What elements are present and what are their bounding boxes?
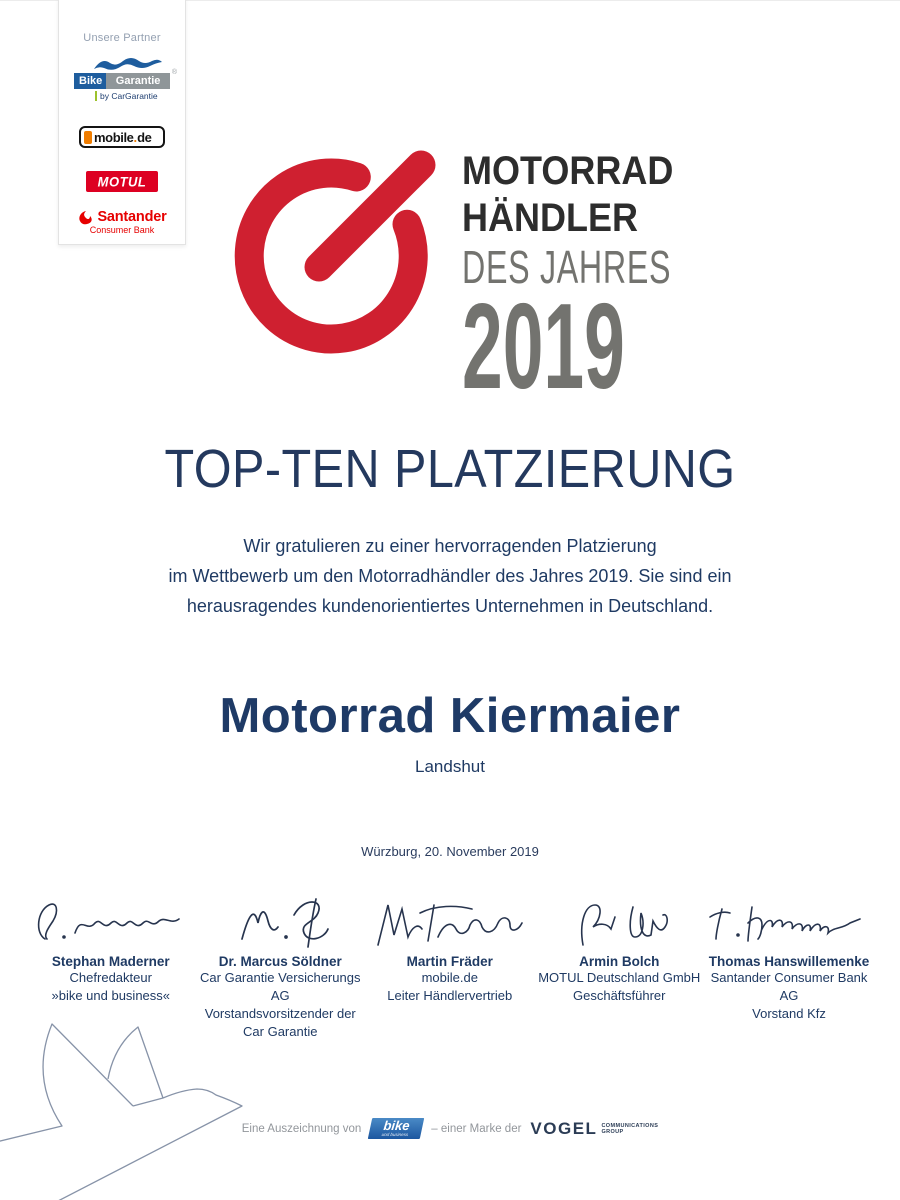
- bike-garantie-word1: Bike: [74, 73, 107, 89]
- message-line-1: Wir gratulieren zu einer hervorragenden …: [243, 536, 657, 556]
- recipient-location: Landshut: [415, 757, 485, 776]
- mobile-word: mobile: [94, 129, 134, 145]
- award-logo: MOTORRAD HÄNDLER DES JAHRES 2019: [233, 144, 761, 414]
- santander-name: Santander: [97, 209, 167, 225]
- bike-logo-word: bike: [383, 1117, 411, 1133]
- logo-line-motorrad: MOTORRAD: [462, 149, 674, 193]
- motul-logo: MOTUL: [86, 171, 158, 192]
- logo-line-des-jahres: DES JAHRES: [462, 241, 672, 293]
- partner-sidebar: Unsere Partner Bike Garantie ® by CarGara…: [58, 0, 186, 245]
- bike-und-business-logo: bike und business: [368, 1117, 425, 1139]
- award-logo-text: MOTORRAD HÄNDLER DES JAHRES 2019: [462, 148, 761, 414]
- vogel-sub-2: GROUP: [601, 1128, 624, 1135]
- logo-line-haendler: HÄNDLER: [462, 196, 638, 240]
- motul-label: MOTUL: [97, 173, 147, 190]
- santander-logo: Santander Consumer Bank: [59, 209, 185, 235]
- signature-fraeder-icon: [376, 904, 523, 946]
- signatory-maderner: Stephan Maderner Chefredakteur »bike und…: [26, 893, 196, 1041]
- certificate-title: TOP-TEN PLATZIERUNG: [164, 439, 736, 499]
- bike-garantie-logo: Bike Garantie ® by CarGarantie: [74, 55, 177, 101]
- mobile-de-logo: mobile. de: [79, 126, 165, 148]
- registered-mark: ®: [171, 69, 177, 76]
- signatory-bolch: Armin Bolch MOTUL Deutschland GmbH Gesch…: [535, 893, 705, 1041]
- power-circle-icon: [234, 150, 436, 354]
- signatory-fraeder: Martin Fräder mobile.de Leiter Händlerve…: [365, 893, 535, 1041]
- bike-garantie-swoosh-icon: [94, 58, 162, 70]
- mobile-tld: de: [137, 129, 152, 145]
- signature-bolch-icon: [581, 904, 669, 946]
- partners-heading: Unsere Partner: [83, 32, 161, 44]
- logo-line-year: 2019: [462, 278, 625, 414]
- signatory-soeldner: Dr. Marcus Söldner Car Garantie Versiche…: [196, 893, 366, 1041]
- santander-flame-icon: [79, 210, 93, 224]
- bike-garantie-word2: Garantie: [106, 73, 170, 89]
- footer: Eine Auszeichnung von bike und business …: [0, 1118, 900, 1139]
- message-line-2: im Wettbewerb um den Motorradhändler des…: [168, 566, 732, 586]
- vogel-sub-1: COMMUNICATIONS: [601, 1122, 659, 1129]
- mobile-orange-block: [84, 130, 92, 144]
- dove-outline-icon: [0, 1023, 243, 1200]
- signatory-hanswillemenke: Thomas Hanswillemenke Santander Consumer…: [704, 893, 874, 1041]
- footer-middle: – einer Marke der: [431, 1122, 522, 1135]
- mobile-dot: .: [133, 129, 138, 145]
- message-line-3: herausragendes kundenorientiertes Untern…: [186, 596, 714, 616]
- green-tick-bar: [95, 91, 97, 101]
- footer-prefix: Eine Auszeichnung von: [241, 1122, 362, 1135]
- recipient-name: Motorrad Kiermaier: [219, 689, 681, 743]
- santander-sub: Consumer Bank: [89, 225, 155, 235]
- signature-row: Stephan Maderner Chefredakteur »bike und…: [26, 893, 874, 1041]
- vogel-sub-lines: COMMUNICATIONS GROUP: [601, 1123, 658, 1135]
- signature-soeldner-icon: [241, 898, 330, 948]
- date-line: Würzburg, 20. November 2019: [361, 844, 539, 859]
- vogel-wordmark: VOGEL: [530, 1118, 598, 1138]
- bike-logo-sub: und business: [381, 1131, 409, 1137]
- signature-maderner-icon: [37, 903, 180, 940]
- by-cargarantie-label: by CarGarantie: [100, 91, 158, 101]
- vogel-logo: VOGEL COMMUNICATIONS GROUP: [530, 1119, 658, 1139]
- congratulation-message: Wir gratulieren zu einer hervorragenden …: [0, 531, 900, 621]
- signature-hanswillemenke-icon: [709, 906, 861, 942]
